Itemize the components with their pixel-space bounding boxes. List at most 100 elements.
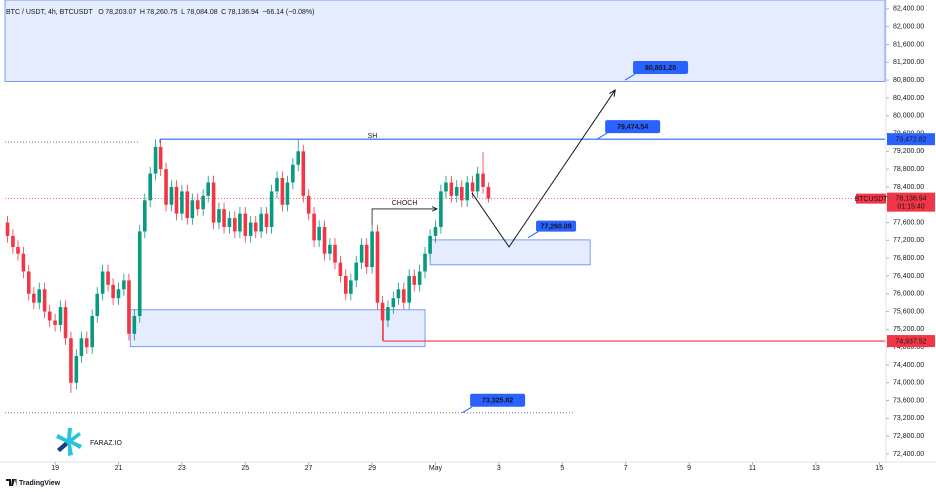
candle-body [5,222,10,236]
tv-icon [6,479,17,486]
support-tag-bg [887,335,935,348]
x-tick-label: 13 [812,465,820,472]
y-tick-label: 75,200.00 [893,326,924,333]
candle-body [42,289,47,312]
y-tick-label: 73,200.00 [893,415,924,422]
candle-body [84,338,89,348]
y-tick-label: 74,800.00 [893,344,924,351]
candle-body [116,289,121,299]
candle-body [174,186,179,214]
candle-body [317,226,321,241]
sh-tag: 79,472.82 [895,137,926,144]
candle-body [238,213,242,232]
candle-body [333,244,337,263]
candle-body [132,316,137,334]
candle-body [343,275,348,294]
candle-body [142,200,147,232]
symbol-tag-bg [856,193,886,204]
y-tick-label: 74,000.00 [893,380,924,387]
candle-body [259,213,263,232]
candle-body [275,178,279,192]
y-tick-label: 72,400.00 [893,451,924,458]
x-tick-label: 11 [749,465,756,472]
candle-body [386,307,390,321]
zone [4,0,886,82]
logo-icon [56,428,82,456]
candle-body [222,209,226,227]
x-tick-label: May [429,465,443,472]
candle-body [301,151,306,196]
y-tick-label: 76,800.00 [893,255,924,262]
y-tick-label: 73,600.00 [893,397,924,404]
candle-body [439,191,443,227]
candle-body [16,247,20,254]
brand: TradingView [19,480,61,487]
y-tick-label: 78,400.00 [893,184,924,191]
callout-box [605,120,661,134]
x-tick-label: 23 [178,465,186,472]
last-tag-bg [887,192,935,212]
candle-body [312,213,316,241]
header-symbol: BTC / USDT, 4h, BTCUSDT [6,9,93,16]
x-tick-label: 15 [875,465,883,472]
projection-path [471,90,615,248]
candle-body [227,218,232,227]
y-tick-label: 79,200.00 [893,148,924,155]
y-tick-label: 77,600.00 [893,219,924,226]
callout-connector [624,73,636,81]
y-tick-label: 76,400.00 [893,273,924,280]
candle-body [354,262,359,281]
choch-label: CHOCH [392,200,418,207]
candle-body [211,182,216,223]
candle-body [349,280,353,294]
callout-label: 73,325.82 [482,398,513,405]
candle-body [21,253,26,272]
candle-body [137,231,142,317]
candle-body [53,320,57,325]
candle-body [106,271,110,285]
symbol-tag: BTCUSDT [854,196,888,203]
candle-body [470,182,475,192]
candle-body [90,316,94,348]
candle-body [475,173,480,192]
sh-label: SH [368,133,378,140]
y-tick-label: 82,400.00 [893,6,924,13]
candle-body [185,191,190,219]
candle-body [465,182,469,201]
last-tag: 78,136.94 [895,195,926,202]
watermark: FARAZ.IO [90,440,122,447]
callout-label: 79,474.54 [617,124,648,131]
candle-body [380,302,385,321]
y-tick-label: 82,000.00 [893,24,924,31]
candle-body [164,169,168,205]
candle-body [127,280,131,334]
y-tick-label: 77,200.00 [893,237,924,244]
candle-body [74,356,79,383]
y-tick-label: 80,400.00 [893,95,924,102]
x-tick-label: 29 [368,465,376,472]
candle-body [122,280,126,290]
header-change: −66.14 (−0.08%) [262,9,314,16]
callout-label: 77,260.09 [540,224,571,231]
header-field-value: 78,260.75 [146,9,177,16]
header-field-value: 78,084.08 [186,9,217,16]
x-tick-label: 21 [115,465,123,472]
candle-body [291,164,295,183]
x-tick-label: 7 [624,465,628,472]
candle-body [449,182,454,196]
candle-body [322,226,327,254]
candle-body [243,213,248,236]
candle-body [269,191,274,227]
y-tick-label: 80,000.00 [893,113,924,120]
candle-body [328,244,332,254]
candle-body [412,275,417,285]
candle-body [153,146,158,174]
candle-body [58,307,63,325]
y-tick-label: 81,200.00 [893,59,924,66]
header-field-label: L [181,9,185,16]
x-tick-label: 5 [560,465,564,472]
candle-body [407,275,411,303]
candle-body [428,235,432,254]
